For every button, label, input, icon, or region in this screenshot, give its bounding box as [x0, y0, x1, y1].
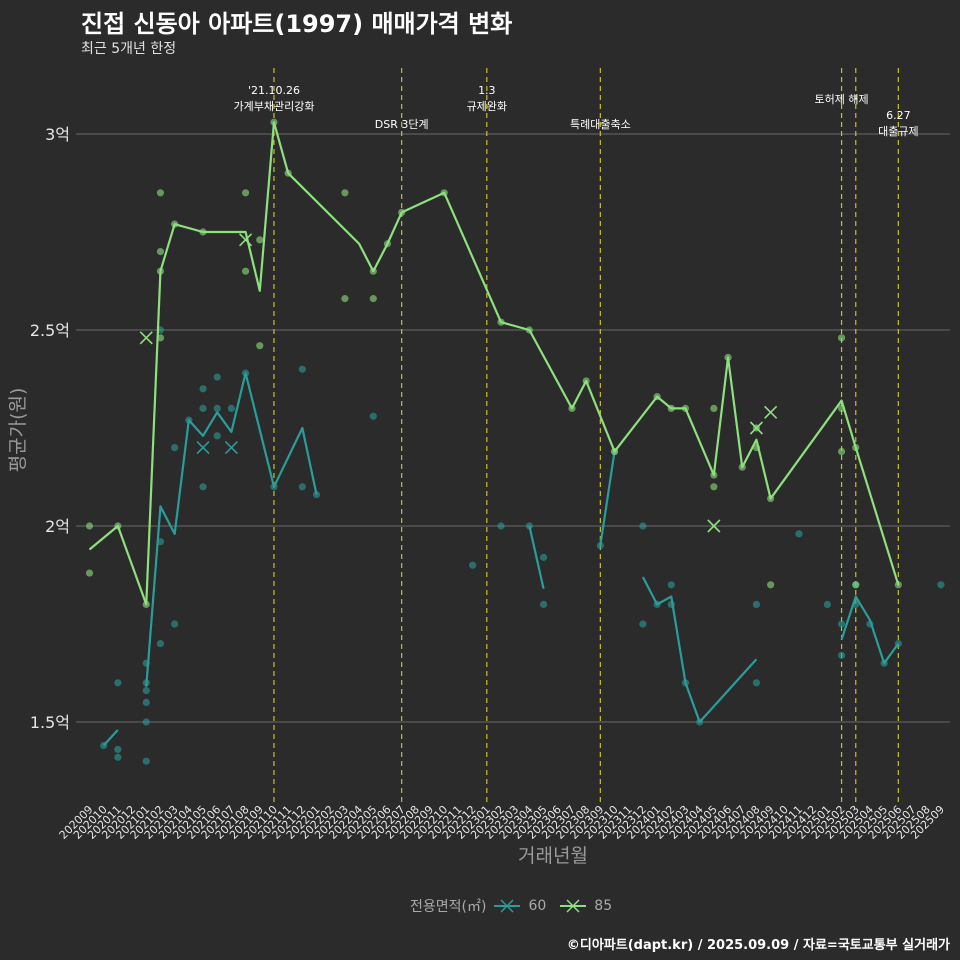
series-line-60: [102, 729, 119, 747]
event-annotation: 가계부채관리강화: [233, 100, 314, 113]
data-point-85: [156, 189, 165, 197]
event-annotation: DSR 3단계: [375, 118, 429, 131]
event-annotation: 토허제 해제: [815, 92, 869, 106]
event-annotation: 특례대출축소: [570, 118, 631, 131]
series-line-60: [840, 595, 900, 665]
legend-85-label: 85: [594, 898, 613, 914]
data-point-85: [852, 581, 860, 589]
data-point-60: [823, 600, 831, 609]
data-point-85: [341, 295, 349, 303]
legend-60-swatch: [494, 899, 521, 913]
data-point-60: [213, 432, 221, 440]
event-annotation: '21.10.26: [248, 84, 300, 97]
data-point-60: [142, 698, 150, 707]
y-axis-title: 평균가(원): [7, 388, 29, 473]
legend-title: 전용면적(㎡): [410, 899, 487, 915]
data-point-60: [752, 679, 761, 687]
data-point-85: [710, 404, 718, 412]
x-mark-60: [196, 441, 210, 455]
data-point-60: [539, 600, 548, 609]
data-point-60: [227, 404, 235, 412]
data-point-60: [156, 640, 165, 648]
data-point-85: [894, 581, 902, 589]
data-point-85: [369, 295, 377, 303]
data-point-60: [114, 753, 122, 761]
data-point-85: [256, 342, 264, 350]
series-line-60: [145, 372, 318, 687]
data-point-85: [710, 483, 718, 491]
data-point-85: [837, 447, 846, 456]
x-axis-title: 거래년월: [518, 845, 588, 867]
data-point-85: [85, 522, 94, 530]
event-annotation: 1.3: [478, 84, 496, 97]
x-mark-60: [224, 441, 238, 455]
event-annotation: 대출규제: [878, 125, 918, 138]
chart-title: 진접 신동아 아파트(1997) 매매가격 변화: [81, 10, 513, 38]
data-point-60: [795, 530, 803, 538]
data-point-60: [213, 404, 221, 412]
legend: 전용면적(㎡) 60 85: [410, 896, 612, 916]
y-tick-label: 2억: [45, 517, 70, 536]
data-point-60: [114, 679, 122, 687]
data-point-85: [256, 236, 264, 244]
data-point-60: [469, 561, 477, 569]
data-point-60: [199, 483, 207, 491]
series-line-60: [528, 525, 545, 589]
event-annotation: 6.27: [886, 109, 911, 122]
data-point-60: [142, 687, 150, 695]
legend-60-label: 60: [528, 898, 547, 914]
data-point-85: [341, 189, 349, 197]
data-point-85: [241, 189, 250, 197]
y-tick-label: 3억: [45, 125, 70, 144]
series-line-60: [599, 451, 616, 546]
data-point-60: [114, 745, 122, 754]
data-point-60: [639, 620, 647, 628]
data-point-60: [539, 553, 548, 561]
x-mark-85: [707, 519, 721, 533]
data-point-60: [298, 483, 306, 491]
data-point-60: [142, 718, 150, 726]
x-mark-85: [139, 331, 153, 345]
data-point-60: [171, 620, 179, 628]
series-line-85: [88, 121, 900, 606]
event-annotation: 규제완화: [467, 100, 507, 113]
data-point-85: [767, 581, 775, 589]
data-point-60: [298, 365, 306, 373]
data-point-60: [667, 581, 675, 589]
legend-85-swatch: [560, 899, 587, 913]
x-mark-85: [764, 405, 778, 419]
data-point-60: [171, 444, 179, 452]
data-point-85: [85, 569, 94, 577]
data-point-60: [837, 651, 846, 659]
chart-subtitle: 최근 5개년 한정: [81, 41, 177, 57]
data-point-60: [937, 581, 945, 589]
data-point-60: [142, 757, 150, 765]
series-line-60: [641, 576, 758, 724]
data-point-60: [369, 412, 377, 420]
data-point-60: [497, 522, 505, 530]
x-mark-85: [239, 233, 253, 247]
data-point-60: [837, 620, 846, 628]
data-point-85: [241, 267, 250, 275]
data-point-60: [199, 385, 207, 393]
data-point-85: [156, 248, 165, 256]
y-tick-label: 2.5억: [30, 321, 70, 340]
y-tick-label: 1.5억: [30, 713, 70, 732]
data-point-60: [752, 600, 761, 609]
source-caption: ©디아파트(dapt.kr) / 2025.09.09 / 자료=국토교통부 실…: [566, 938, 950, 953]
x-mark-85: [749, 421, 763, 435]
data-point-60: [213, 373, 221, 381]
data-point-60: [199, 404, 207, 412]
data-point-85: [837, 334, 846, 342]
data-point-60: [639, 522, 647, 530]
